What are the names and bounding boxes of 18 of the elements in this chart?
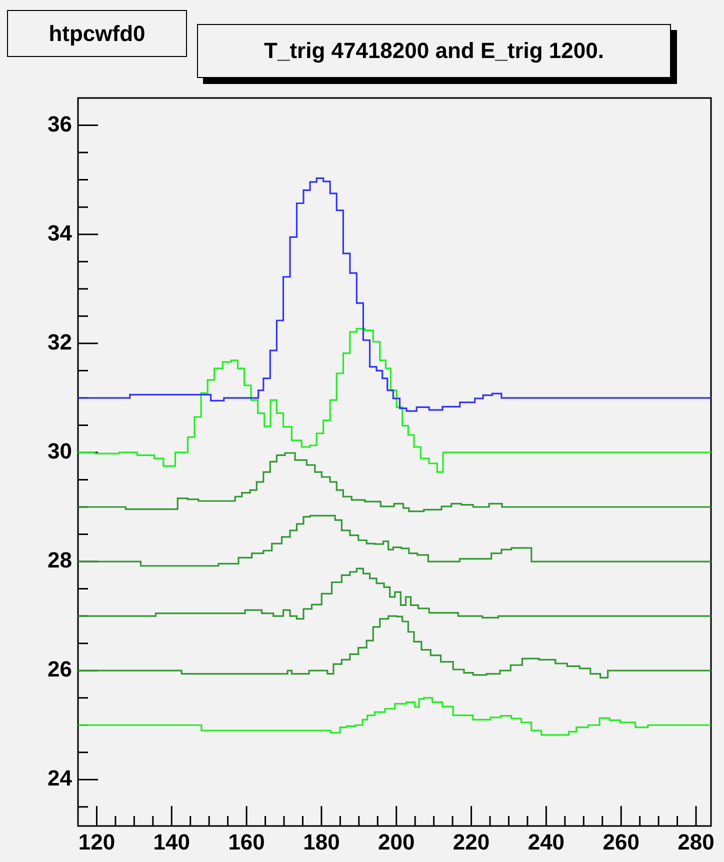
y-tick-label: 32 [48,329,72,354]
x-tick-label: 200 [378,829,415,854]
x-tick-label: 240 [528,829,565,854]
y-tick-label: 34 [48,220,73,246]
y-tick-label: 24 [48,766,73,791]
x-tick-label: 120 [78,829,116,854]
y-tick-label: 36 [48,111,72,136]
x-tick-label: 140 [153,829,190,854]
y-tick-label: 26 [48,656,72,682]
x-tick-label: 260 [602,829,640,854]
x-tick-label: 160 [228,829,265,854]
x-tick-label: 220 [452,829,490,854]
y-tick-label: 28 [48,548,72,573]
x-tick-label: 180 [303,829,340,854]
text: htpcwfd0 [7,10,187,57]
y-tick-label: 30 [48,438,72,464]
chart-title: T_trig 47418200 and E_trig 1200. [197,24,671,78]
x-tick-label: 280 [678,829,714,854]
